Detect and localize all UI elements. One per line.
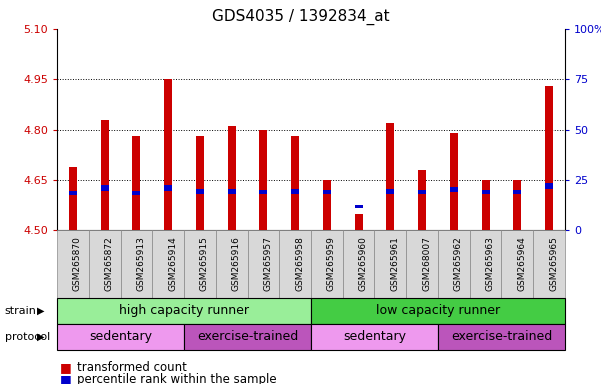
Bar — [196, 136, 204, 230]
Bar — [164, 185, 172, 191]
Text: GSM265962: GSM265962 — [454, 237, 463, 291]
Bar — [513, 180, 521, 230]
Bar — [132, 136, 141, 230]
Bar — [164, 79, 172, 230]
Text: ▶: ▶ — [37, 306, 44, 316]
Bar — [323, 190, 331, 194]
Bar — [132, 191, 141, 195]
Bar — [69, 167, 77, 230]
Bar — [386, 123, 394, 230]
Bar — [450, 133, 458, 230]
Text: ▶: ▶ — [37, 332, 44, 342]
Bar — [355, 214, 362, 230]
Bar — [101, 185, 109, 191]
Text: GSM265872: GSM265872 — [105, 237, 114, 291]
Text: strain: strain — [5, 306, 37, 316]
Text: exercise-trained: exercise-trained — [197, 330, 298, 343]
Bar — [228, 189, 236, 194]
Bar — [69, 191, 77, 195]
Text: exercise-trained: exercise-trained — [451, 330, 552, 343]
Text: GSM265914: GSM265914 — [168, 237, 177, 291]
Text: percentile rank within the sample: percentile rank within the sample — [77, 373, 276, 384]
Bar — [545, 86, 553, 230]
Text: GSM265913: GSM265913 — [136, 237, 145, 291]
Text: ■: ■ — [60, 361, 72, 374]
Text: GDS4035 / 1392834_at: GDS4035 / 1392834_at — [212, 8, 389, 25]
Text: high capacity runner: high capacity runner — [119, 304, 249, 317]
Bar — [481, 190, 490, 194]
Text: ■: ■ — [60, 373, 72, 384]
Text: GSM265959: GSM265959 — [327, 237, 336, 291]
Text: GSM265958: GSM265958 — [295, 237, 304, 291]
Text: GSM265961: GSM265961 — [391, 237, 400, 291]
Text: GSM265965: GSM265965 — [549, 237, 558, 291]
Bar — [228, 126, 236, 230]
Bar — [418, 190, 426, 194]
Text: GSM268007: GSM268007 — [422, 237, 431, 291]
Text: transformed count: transformed count — [77, 361, 187, 374]
Bar — [355, 205, 362, 208]
Text: GSM265915: GSM265915 — [200, 237, 209, 291]
Text: GSM265963: GSM265963 — [486, 237, 495, 291]
Text: sedentary: sedentary — [343, 330, 406, 343]
Bar — [386, 189, 394, 194]
Text: protocol: protocol — [5, 332, 50, 342]
Text: GSM265916: GSM265916 — [231, 237, 240, 291]
Text: GSM265870: GSM265870 — [73, 237, 82, 291]
Bar — [291, 189, 299, 194]
Bar — [101, 119, 109, 230]
Bar — [481, 180, 490, 230]
Text: GSM265960: GSM265960 — [359, 237, 368, 291]
Bar — [418, 170, 426, 230]
Text: GSM265964: GSM265964 — [517, 237, 526, 291]
Bar — [545, 183, 553, 189]
Text: sedentary: sedentary — [89, 330, 152, 343]
Bar — [196, 189, 204, 194]
Bar — [260, 130, 267, 230]
Bar — [323, 180, 331, 230]
Text: low capacity runner: low capacity runner — [376, 304, 500, 317]
Bar — [260, 190, 267, 194]
Bar — [291, 136, 299, 230]
Text: GSM265957: GSM265957 — [263, 237, 272, 291]
Bar — [450, 187, 458, 192]
Bar — [513, 190, 521, 194]
